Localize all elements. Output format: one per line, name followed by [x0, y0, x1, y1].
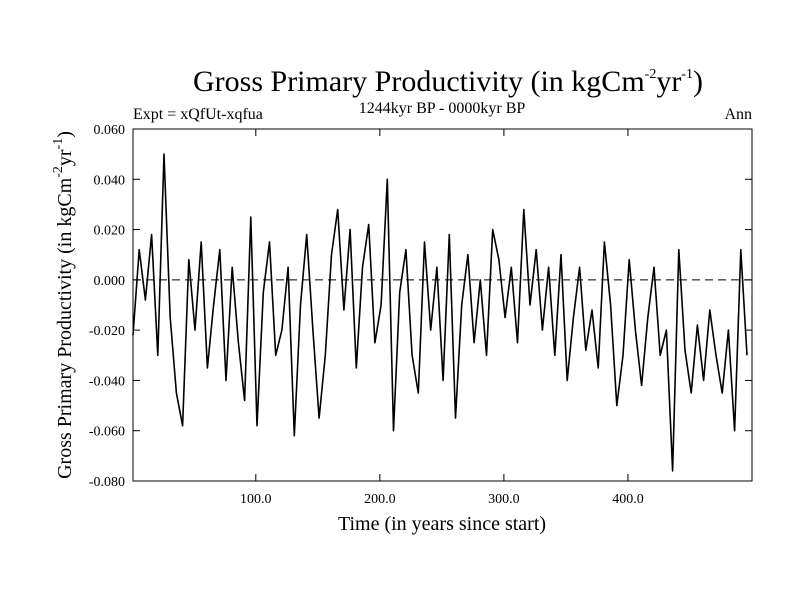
- y-tick-label: -0.060: [89, 425, 125, 440]
- y-axis-label-unit: yr: [54, 149, 76, 166]
- y-axis-label-exponent-2: -1: [51, 138, 66, 150]
- plot-frame: [132, 128, 753, 482]
- chart-subtitle: 1244kyr BP - 0000kyr BP: [359, 100, 526, 117]
- y-tick-label: 0.040: [94, 173, 126, 188]
- chart-title-unit: yr: [656, 65, 681, 98]
- x-axis-ticks: 100.0 200.0 300.0 400.0: [240, 129, 644, 507]
- y-tick-label: -0.020: [89, 324, 125, 339]
- x-axis-label: Time (in years since start): [338, 513, 546, 535]
- y-tick-label: -0.080: [89, 475, 125, 490]
- y-axis-ticks: -0.080 -0.060 -0.040 -0.020 0.000 0.020 0.040 0…: [89, 123, 752, 490]
- x-tick-label: 300.0: [488, 492, 520, 507]
- chart-title-exponent-1: -2: [645, 67, 657, 82]
- y-axis-label: Gross Primary Productivity (in kgCm-2yr-…: [51, 131, 76, 479]
- y-tick-label: 0.020: [94, 224, 126, 239]
- chart-title-close: ): [693, 65, 703, 98]
- x-tick-label: 400.0: [612, 492, 644, 507]
- y-tick-label: -0.040: [89, 374, 125, 389]
- y-tick-label: 0.000: [94, 274, 126, 289]
- chart-title: Gross Primary Productivity (in kgCm-2yr-…: [193, 65, 703, 98]
- chart-title-exponent-2: -1: [681, 67, 693, 82]
- y-axis-label-exponent-1: -2: [51, 166, 66, 178]
- x-tick-label: 100.0: [240, 492, 272, 507]
- gpp-series-line: [132, 153, 748, 472]
- x-tick-label: 200.0: [364, 492, 396, 507]
- y-tick-label: 0.060: [94, 123, 126, 138]
- experiment-label: Expt = xQfUt-xqfua: [133, 106, 263, 123]
- season-label: Ann: [724, 106, 752, 123]
- y-axis-label-close: ): [54, 131, 76, 138]
